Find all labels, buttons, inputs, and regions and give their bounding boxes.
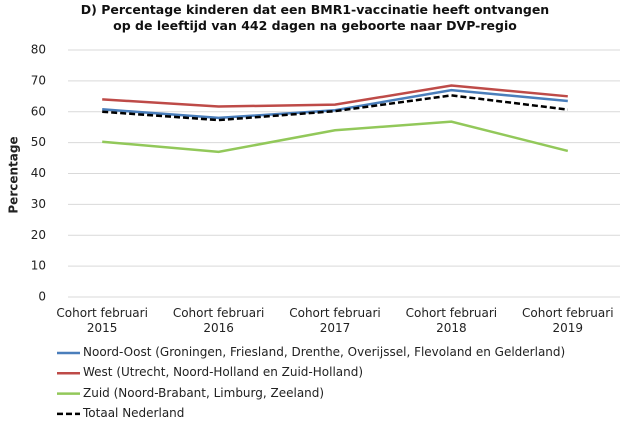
legend-label: Zuid (Noord-Brabant, Limburg, Zeeland) [83, 385, 325, 400]
x-tick-label: Cohort februari 2018 [405, 306, 498, 335]
legend-label: West (Utrecht, Noord-Holland en Zuid-Hol… [83, 365, 364, 380]
x-tick-label: Cohort februari 2017 [289, 306, 381, 335]
y-tick-label: 20 [31, 228, 46, 242]
y-tick-label: 70 [31, 73, 46, 87]
y-tick-label: 80 [31, 43, 46, 57]
y-tick-label: 30 [31, 197, 46, 211]
series-line [102, 88, 568, 120]
chart-title: D) Percentage kinderen dat een BMR1-vacc… [80, 2, 550, 33]
x-tick-label: Cohort februari 2019 [522, 306, 614, 335]
y-tick-label: 60 [31, 104, 46, 118]
series-line [102, 120, 569, 154]
y-tick-label: 10 [31, 259, 46, 273]
series-line [102, 84, 568, 108]
y-tick-label: 0 [38, 290, 46, 304]
legend-label: Noord-Oost (Groningen, Friesland, Drenth… [83, 345, 566, 359]
y-axis-label: Percentage [7, 136, 21, 213]
series-line [102, 94, 568, 122]
x-tick-label: Cohort februari 2016 [172, 306, 265, 335]
y-tick-label: 40 [31, 166, 46, 180]
y-tick-label: 50 [31, 135, 46, 149]
legend-label: Totaal Nederland [83, 405, 185, 420]
x-tick-label: Cohort februari 2015 [56, 306, 148, 335]
